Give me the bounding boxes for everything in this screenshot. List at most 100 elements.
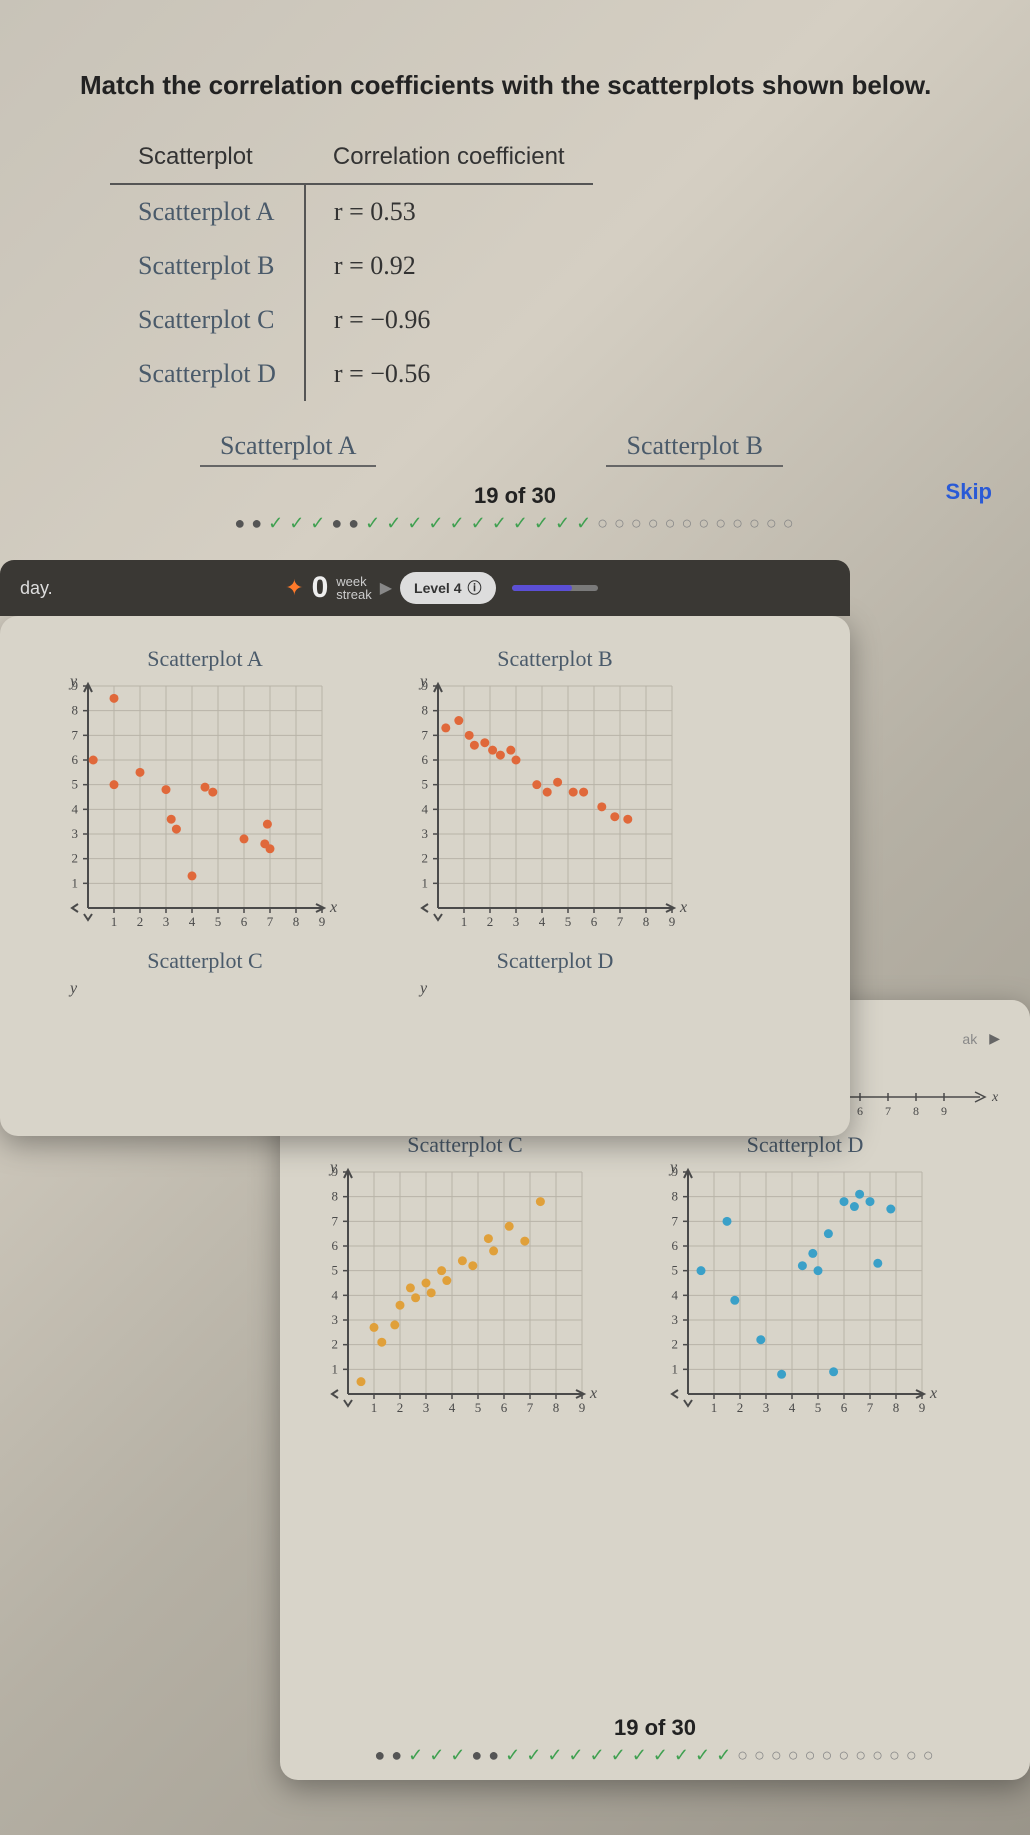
plot-title: Scatterplot D (400, 948, 710, 974)
svg-text:5: 5 (815, 1400, 822, 1415)
progress-dot: ✓ (407, 513, 424, 534)
svg-text:6: 6 (857, 1104, 863, 1118)
progress-dot: ● (374, 1745, 387, 1766)
svg-text:9: 9 (941, 1104, 947, 1118)
row-label: Scatterplot C (110, 293, 305, 347)
svg-text:2: 2 (332, 1337, 339, 1352)
svg-text:8: 8 (293, 914, 300, 929)
svg-text:1: 1 (711, 1400, 718, 1415)
plot-labels-row: Scatterplot A Scatterplot B (200, 431, 970, 467)
svg-text:3: 3 (672, 1312, 679, 1327)
progress-dot: ● (471, 1745, 484, 1766)
svg-text:6: 6 (841, 1400, 848, 1415)
scatterplot-svg: 123456789123456789xy (50, 678, 340, 938)
row-label: Scatterplot A (110, 184, 305, 239)
chevron-right-icon[interactable]: ▶ (380, 578, 392, 598)
progress-count-bottom: 19 of 30 (280, 1715, 1030, 1741)
row-label: Scatterplot B (110, 239, 305, 293)
progress-dot: ✓ (492, 513, 509, 534)
progress-strip-bottom: 19 of 30 ●●✓✓✓●●✓✓✓✓✓✓✓✓✓✓✓○○○○○○○○○○○○ (280, 1715, 1030, 1766)
progress-dot: ✓ (429, 1745, 446, 1766)
status-bar: day. ✦ 0 week streak ▶ Level 4 ⓘ (0, 560, 850, 616)
progress-dot: ✓ (576, 513, 593, 534)
level-badge[interactable]: Level 4 ⓘ (400, 572, 495, 604)
progress-dot: ✓ (526, 1745, 543, 1766)
svg-text:4: 4 (789, 1400, 796, 1415)
svg-text:1: 1 (461, 914, 468, 929)
svg-text:2: 2 (672, 1337, 679, 1352)
progress-dot-row: ●●✓✓✓●●✓✓✓✓✓✓✓✓✓✓✓○○○○○○○○○○○○ (0, 513, 1030, 534)
level-label: Level 4 (414, 580, 461, 596)
streak-label: week streak (336, 575, 371, 601)
svg-text:5: 5 (332, 1263, 339, 1278)
svg-text:4: 4 (189, 914, 196, 929)
progress-dot: ○ (766, 513, 779, 534)
svg-text:9: 9 (319, 914, 326, 929)
table-row: Scatterplot Br = 0.92 (110, 239, 593, 293)
plot-box: Scatterplot B123456789123456789xy (400, 646, 710, 938)
level-progress (512, 585, 598, 591)
svg-text:2: 2 (137, 914, 144, 929)
svg-text:6: 6 (332, 1238, 339, 1253)
plot-label-b: Scatterplot B (606, 431, 782, 467)
plot-box-header-only: Scatterplot C y (50, 948, 360, 1010)
svg-text:1: 1 (672, 1361, 679, 1376)
table-row: Scatterplot Cr = −0.96 (110, 293, 593, 347)
progress-dot: ✓ (695, 1745, 712, 1766)
svg-text:2: 2 (422, 851, 429, 866)
skip-button[interactable]: Skip (946, 479, 992, 505)
progress-dot: ○ (906, 1745, 919, 1766)
svg-text:x: x (589, 1385, 597, 1402)
progress-dot: ● (331, 513, 344, 534)
day-label: day. (20, 578, 53, 599)
progress-dot: ✓ (408, 1745, 425, 1766)
svg-text:2: 2 (397, 1400, 404, 1415)
svg-text:9: 9 (669, 914, 676, 929)
svg-text:4: 4 (72, 801, 79, 816)
progress-dot: ✓ (568, 1745, 585, 1766)
svg-text:y: y (418, 678, 428, 690)
svg-text:7: 7 (867, 1400, 874, 1415)
plot-box: Scatterplot A123456789123456789xy (50, 646, 360, 938)
svg-text:4: 4 (672, 1287, 679, 1302)
scatterplot-svg: 123456789123456789xy (310, 1164, 600, 1424)
progress-dot: ○ (855, 1745, 868, 1766)
progress-dot: ✓ (674, 1745, 691, 1766)
svg-text:1: 1 (332, 1361, 339, 1376)
plot-label-a: Scatterplot A (200, 431, 376, 467)
scatterplot-svg: 123456789123456789xy (400, 678, 690, 938)
progress-dot: ✓ (505, 1745, 522, 1766)
progress-dot: ○ (749, 513, 762, 534)
plot-title: Scatterplot B (400, 646, 710, 672)
svg-text:1: 1 (422, 875, 429, 890)
progress-dot: ✓ (653, 1745, 670, 1766)
progress-dot: ● (251, 513, 264, 534)
progress-dot: ○ (822, 1745, 835, 1766)
chevron-right-icon[interactable]: ▶ (989, 1030, 1000, 1047)
svg-text:3: 3 (513, 914, 520, 929)
progress-dot: ✓ (450, 513, 467, 534)
svg-text:x: x (929, 1385, 937, 1402)
progress-dot: ✓ (310, 513, 327, 534)
svg-text:1: 1 (111, 914, 118, 929)
svg-text:x: x (329, 899, 337, 916)
svg-text:7: 7 (332, 1213, 339, 1228)
svg-text:5: 5 (422, 777, 429, 792)
progress-count: 19 of 30 (0, 483, 1030, 509)
progress-dot: ○ (783, 513, 796, 534)
svg-text:6: 6 (422, 752, 429, 767)
ak-label: ak (962, 1031, 977, 1047)
correlation-table: Scatterplot Correlation coefficient Scat… (110, 131, 593, 401)
progress-dot: ✓ (268, 513, 285, 534)
progress-dot: ✓ (471, 513, 488, 534)
row-coef: r = 0.92 (305, 239, 593, 293)
svg-text:5: 5 (672, 1263, 679, 1278)
progress-dot: ○ (597, 513, 610, 534)
row-coef: r = 0.53 (305, 184, 593, 239)
progress-dot: ○ (771, 1745, 784, 1766)
svg-text:1: 1 (371, 1400, 378, 1415)
streak-bottom: streak (336, 587, 371, 602)
svg-text:8: 8 (553, 1400, 560, 1415)
svg-text:6: 6 (72, 752, 79, 767)
progress-dot: ○ (698, 513, 711, 534)
